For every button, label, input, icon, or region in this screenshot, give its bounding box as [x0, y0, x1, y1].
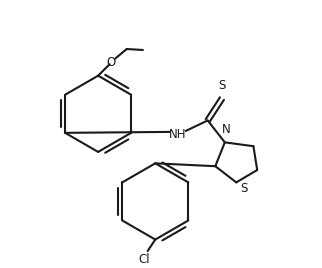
- Text: Cl: Cl: [138, 253, 150, 266]
- Text: N: N: [222, 123, 230, 136]
- Text: S: S: [218, 79, 226, 92]
- Text: S: S: [240, 182, 248, 195]
- Text: NH: NH: [168, 128, 186, 141]
- Text: O: O: [106, 56, 115, 69]
